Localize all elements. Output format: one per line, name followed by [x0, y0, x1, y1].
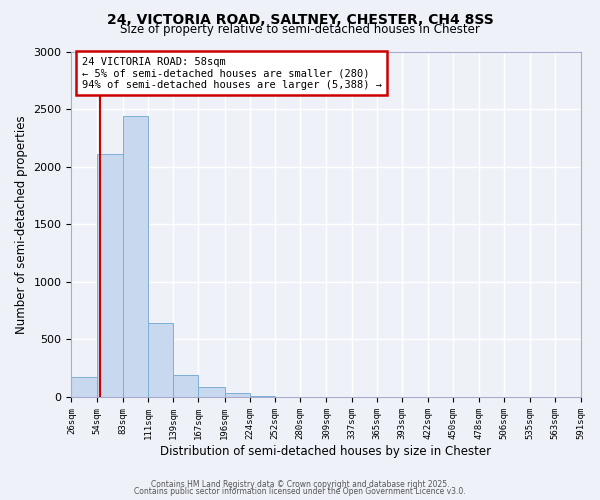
Text: 24 VICTORIA ROAD: 58sqm
← 5% of semi-detached houses are smaller (280)
94% of se: 24 VICTORIA ROAD: 58sqm ← 5% of semi-det…	[82, 56, 382, 90]
Text: Contains HM Land Registry data © Crown copyright and database right 2025.: Contains HM Land Registry data © Crown c…	[151, 480, 449, 489]
X-axis label: Distribution of semi-detached houses by size in Chester: Distribution of semi-detached houses by …	[160, 444, 491, 458]
Bar	[173, 374, 199, 397]
Bar	[123, 116, 148, 397]
Text: Size of property relative to semi-detached houses in Chester: Size of property relative to semi-detach…	[120, 22, 480, 36]
Y-axis label: Number of semi-detached properties: Number of semi-detached properties	[15, 115, 28, 334]
Text: 24, VICTORIA ROAD, SALTNEY, CHESTER, CH4 8SS: 24, VICTORIA ROAD, SALTNEY, CHESTER, CH4…	[107, 12, 493, 26]
Bar	[148, 322, 173, 397]
Bar	[199, 387, 224, 397]
Text: Contains public sector information licensed under the Open Government Licence v3: Contains public sector information licen…	[134, 487, 466, 496]
Bar	[71, 377, 97, 397]
Bar	[224, 393, 250, 397]
Bar	[250, 396, 275, 397]
Bar	[97, 154, 123, 397]
